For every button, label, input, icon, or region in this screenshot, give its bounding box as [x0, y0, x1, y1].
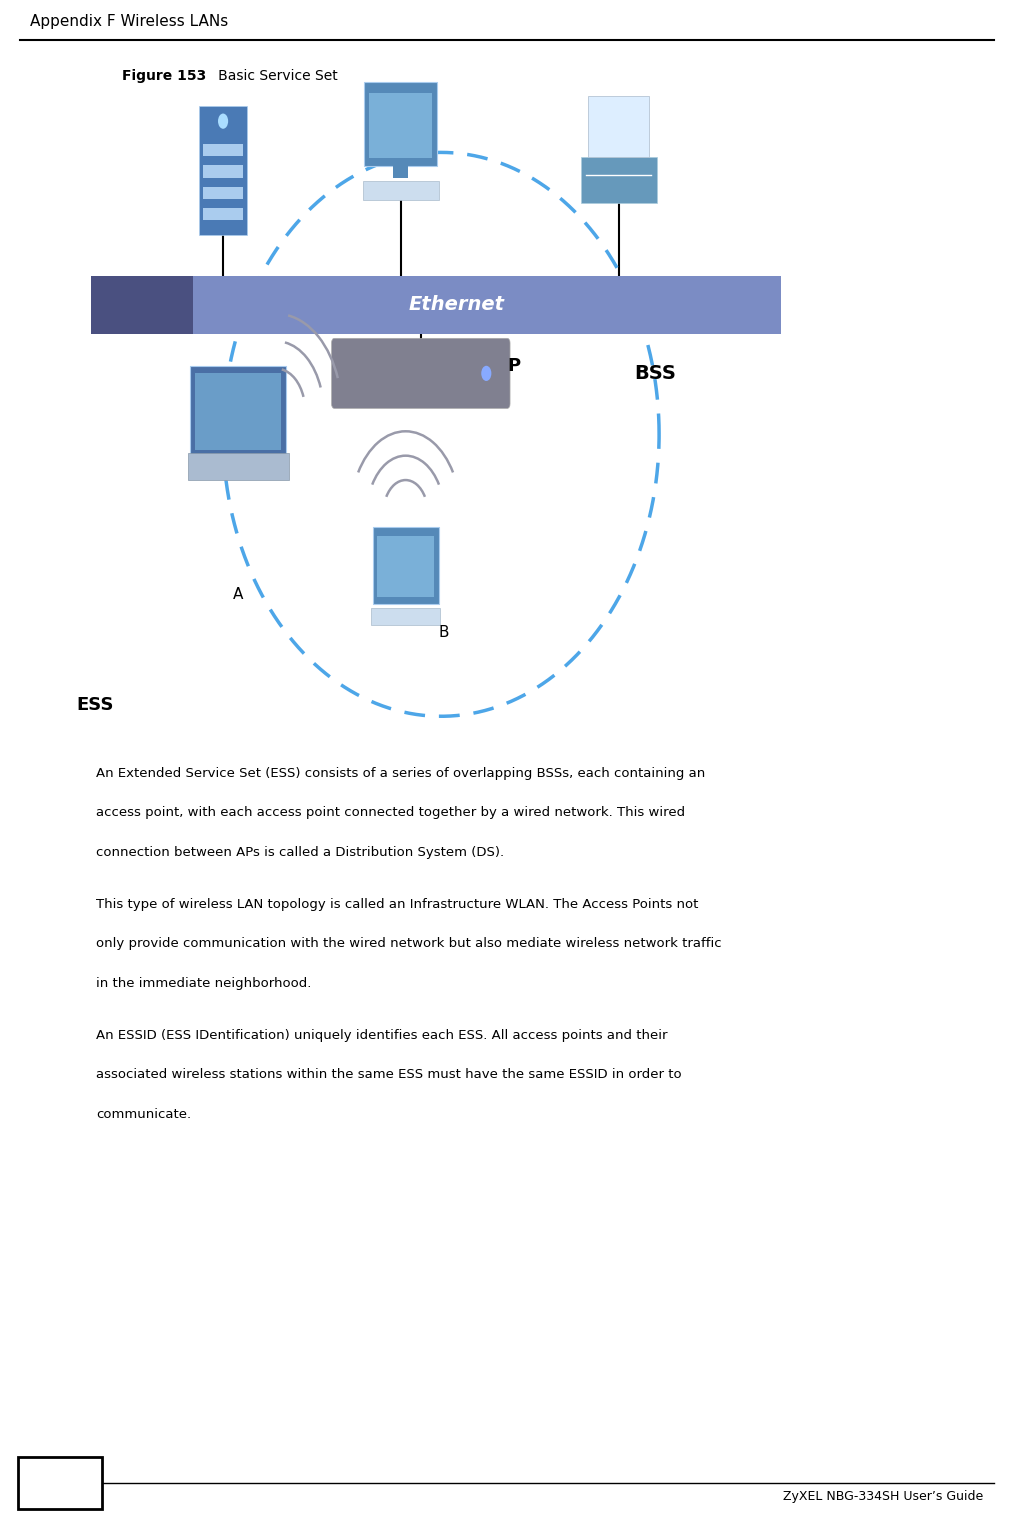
Text: An ESSID (ESS IDentification) uniquely identifies each ESS. All access points an: An ESSID (ESS IDentification) uniquely i…	[96, 1029, 668, 1042]
FancyBboxPatch shape	[377, 536, 435, 597]
Text: B: B	[438, 625, 448, 640]
FancyBboxPatch shape	[203, 145, 243, 157]
FancyBboxPatch shape	[203, 187, 243, 200]
FancyBboxPatch shape	[203, 166, 243, 178]
Text: Ethernet: Ethernet	[409, 296, 504, 314]
Text: connection between APs is called a Distribution System (DS).: connection between APs is called a Distr…	[96, 846, 504, 860]
FancyBboxPatch shape	[18, 1457, 102, 1509]
FancyBboxPatch shape	[91, 276, 781, 334]
Text: Appendix F Wireless LANs: Appendix F Wireless LANs	[30, 14, 229, 29]
FancyBboxPatch shape	[393, 160, 409, 178]
Text: associated wireless stations within the same ESS must have the same ESSID in ord: associated wireless stations within the …	[96, 1068, 682, 1082]
FancyBboxPatch shape	[91, 276, 193, 334]
FancyBboxPatch shape	[195, 373, 282, 450]
Text: ZyXEL NBG-334SH User’s Guide: ZyXEL NBG-334SH User’s Guide	[784, 1490, 984, 1503]
Text: communicate.: communicate.	[96, 1108, 192, 1122]
Text: Basic Service Set: Basic Service Set	[205, 69, 338, 82]
Text: Figure 153: Figure 153	[122, 69, 206, 82]
Circle shape	[482, 366, 492, 381]
Circle shape	[218, 114, 228, 130]
FancyBboxPatch shape	[199, 107, 247, 236]
Text: This type of wireless LAN topology is called an Infrastructure WLAN. The Access : This type of wireless LAN topology is ca…	[96, 898, 699, 911]
Text: 240: 240	[40, 1474, 80, 1492]
Text: only provide communication with the wired network but also mediate wireless netw: only provide communication with the wire…	[96, 937, 722, 951]
Text: ESS: ESS	[76, 696, 114, 715]
FancyBboxPatch shape	[203, 209, 243, 221]
FancyBboxPatch shape	[369, 93, 432, 158]
FancyBboxPatch shape	[191, 366, 286, 457]
Text: access point, with each access point connected together by a wired network. This: access point, with each access point con…	[96, 806, 685, 820]
Text: BSS: BSS	[634, 364, 675, 383]
FancyBboxPatch shape	[364, 82, 437, 166]
Text: A: A	[233, 587, 243, 602]
FancyBboxPatch shape	[588, 96, 649, 157]
Text: An Extended Service Set (ESS) consists of a series of overlapping BSSs, each con: An Extended Service Set (ESS) consists o…	[96, 767, 706, 780]
FancyBboxPatch shape	[363, 181, 439, 200]
FancyBboxPatch shape	[332, 338, 510, 408]
FancyBboxPatch shape	[371, 608, 440, 625]
Text: P: P	[507, 357, 520, 375]
FancyBboxPatch shape	[580, 157, 657, 203]
FancyBboxPatch shape	[373, 527, 439, 604]
Text: in the immediate neighborhood.: in the immediate neighborhood.	[96, 977, 311, 991]
FancyBboxPatch shape	[188, 453, 289, 480]
